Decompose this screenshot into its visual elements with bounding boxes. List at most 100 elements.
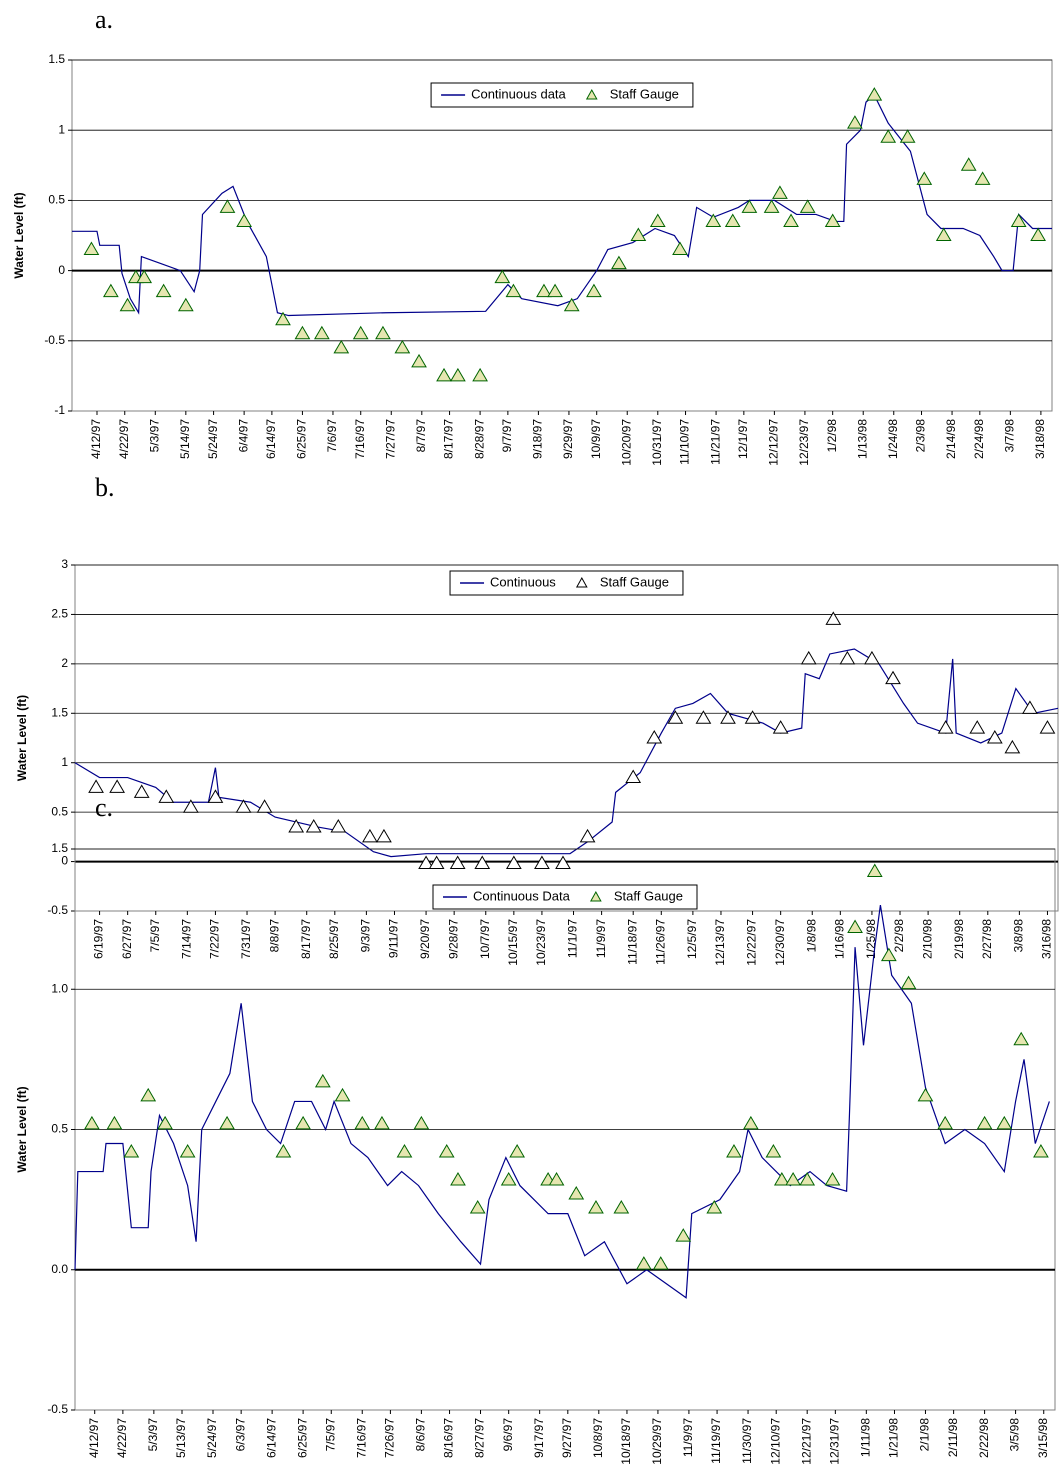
staff-gauge-marker: [394, 339, 411, 354]
y-tick-label: -0.5: [47, 1402, 68, 1416]
x-tick-label: 2/1/98: [918, 1418, 932, 1452]
x-tick-label: 6/14/97: [264, 1418, 278, 1458]
x-tick-label: 12/31/97: [828, 1418, 842, 1465]
x-tick-label: 9/27/97: [560, 1418, 574, 1458]
staff-gauge-marker: [586, 283, 602, 298]
staff-gauge-marker: [695, 710, 712, 724]
staff-gauge-marker: [611, 255, 627, 270]
staff-gauge-marker: [726, 1143, 742, 1158]
staff-gauge-marker: [219, 1115, 235, 1130]
staff-gauge-marker: [375, 325, 391, 340]
staff-gauge-marker: [314, 1073, 331, 1088]
x-tick-label: 8/8/97: [267, 919, 281, 953]
legend-marker: [589, 890, 602, 902]
x-tick-label: 9/7/97: [500, 419, 514, 453]
x-tick-label: 7/16/97: [354, 1418, 368, 1458]
staff-gauge-marker: [675, 1228, 692, 1242]
x-tick-label: 9/11/97: [387, 919, 401, 958]
x-tick-label: 7/27/97: [383, 419, 397, 459]
staff-gauge-marker: [472, 367, 488, 382]
staff-gauge-marker: [772, 185, 788, 199]
x-tick-label: 1/24/98: [886, 419, 900, 459]
y-tick-label: 2: [61, 656, 68, 670]
x-tick-label: 9/28/97: [446, 919, 460, 959]
x-tick-label: 12/21/97: [799, 1418, 813, 1465]
staff-gauge-marker: [563, 297, 580, 312]
staff-gauge-marker: [772, 720, 789, 734]
x-tick-label: 5/3/97: [146, 1418, 160, 1452]
x-tick-label: 11/9/97: [594, 919, 608, 958]
staff-gauge-marker: [376, 828, 392, 843]
x-tick-label: 2/24/98: [972, 419, 986, 459]
x-tick-label: 6/25/97: [295, 1418, 309, 1458]
staff-gauge-marker: [136, 269, 153, 284]
staff-gauge-marker: [534, 855, 550, 870]
staff-gauge-marker: [847, 919, 863, 934]
staff-gauge-marker: [773, 1171, 790, 1186]
staff-gauge-marker: [568, 1186, 585, 1200]
legend-label: Continuous data: [471, 86, 566, 101]
x-tick-label: 10/23/97: [534, 919, 548, 966]
x-tick-label: 2/27/98: [980, 919, 994, 959]
x-tick-label: 7/31/97: [239, 919, 253, 959]
staff-gauge-marker: [741, 199, 758, 213]
x-tick-label: 9/20/97: [418, 919, 432, 959]
x-tick-label: 9/6/97: [501, 1418, 515, 1452]
staff-gauge-marker: [182, 799, 199, 813]
staff-gauge-marker: [783, 213, 799, 227]
staff-gauge-marker: [742, 1115, 759, 1130]
x-tick-label: 10/29/97: [650, 1418, 664, 1465]
x-tick-label: 12/30/97: [773, 919, 787, 966]
x-tick-label: 6/4/97: [236, 419, 250, 453]
staff-gauge-marker: [885, 670, 901, 685]
staff-gauge-marker: [436, 367, 452, 382]
y-tick-label: -1: [54, 403, 65, 417]
x-tick-label: 7/5/97: [323, 1418, 337, 1452]
staff-gauge-marker: [494, 269, 511, 284]
x-tick-label: 2/19/98: [952, 919, 966, 959]
staff-gauge-marker: [824, 1171, 841, 1186]
x-tick-label: 2/22/98: [977, 1418, 991, 1458]
x-tick-label: 9/3/97: [359, 919, 373, 953]
legend: Continuous Staff Gauge: [449, 570, 684, 596]
x-tick-label: 7/16/97: [353, 419, 367, 459]
staff-gauge-marker: [294, 325, 311, 340]
legend-frame: [432, 884, 698, 910]
x-tick-label: 3/8/98: [1012, 919, 1026, 953]
x-tick-label: 11/19/97: [709, 1418, 723, 1464]
legend-label: Staff Gauge: [610, 86, 679, 101]
staff-gauge-marker: [140, 1087, 157, 1102]
staff-gauge-marker: [438, 1143, 455, 1158]
staff-gauge-marker: [824, 213, 841, 227]
staff-gauge-marker: [158, 789, 175, 803]
staff-gauge-marker: [548, 1171, 565, 1186]
y-tick-label: 1.5: [51, 705, 68, 719]
staff-gauge-marker: [505, 855, 522, 870]
staff-gauge-marker: [413, 1115, 430, 1130]
staff-gauge-marker: [1013, 1031, 1030, 1046]
x-tick-label: 1/16/98: [833, 919, 847, 959]
x-tick-label: 8/17/97: [299, 919, 313, 959]
x-tick-label: 5/13/97: [174, 1418, 188, 1458]
staff-gauge-marker: [83, 241, 100, 256]
staff-gauge-marker: [724, 213, 741, 227]
staff-gauge-marker: [374, 1115, 390, 1130]
staff-gauge-marker: [646, 730, 663, 744]
staff-gauge-marker: [799, 1171, 816, 1186]
staff-gauge-marker: [588, 1200, 604, 1214]
y-tick-label: -0.5: [47, 903, 68, 917]
staff-gauge-marker: [706, 1200, 723, 1214]
staff-gauge-marker: [969, 720, 986, 734]
x-tick-label: 2/3/98: [914, 419, 928, 453]
y-tick-label: 3: [61, 557, 68, 571]
staff-gauge-marker: [935, 227, 952, 241]
x-tick-label: 11/9/97: [681, 1418, 695, 1457]
staff-gauge-marker: [649, 213, 666, 227]
x-tick-label: 5/24/97: [205, 1418, 219, 1458]
staff-gauge-marker: [917, 1087, 934, 1102]
x-tick-label: 6/27/97: [120, 919, 134, 959]
y-tick-label: 0: [58, 263, 65, 277]
staff-gauge-marker: [705, 213, 722, 227]
x-tick-label: 7/6/97: [325, 419, 339, 453]
staff-gauge-marker: [667, 710, 684, 724]
